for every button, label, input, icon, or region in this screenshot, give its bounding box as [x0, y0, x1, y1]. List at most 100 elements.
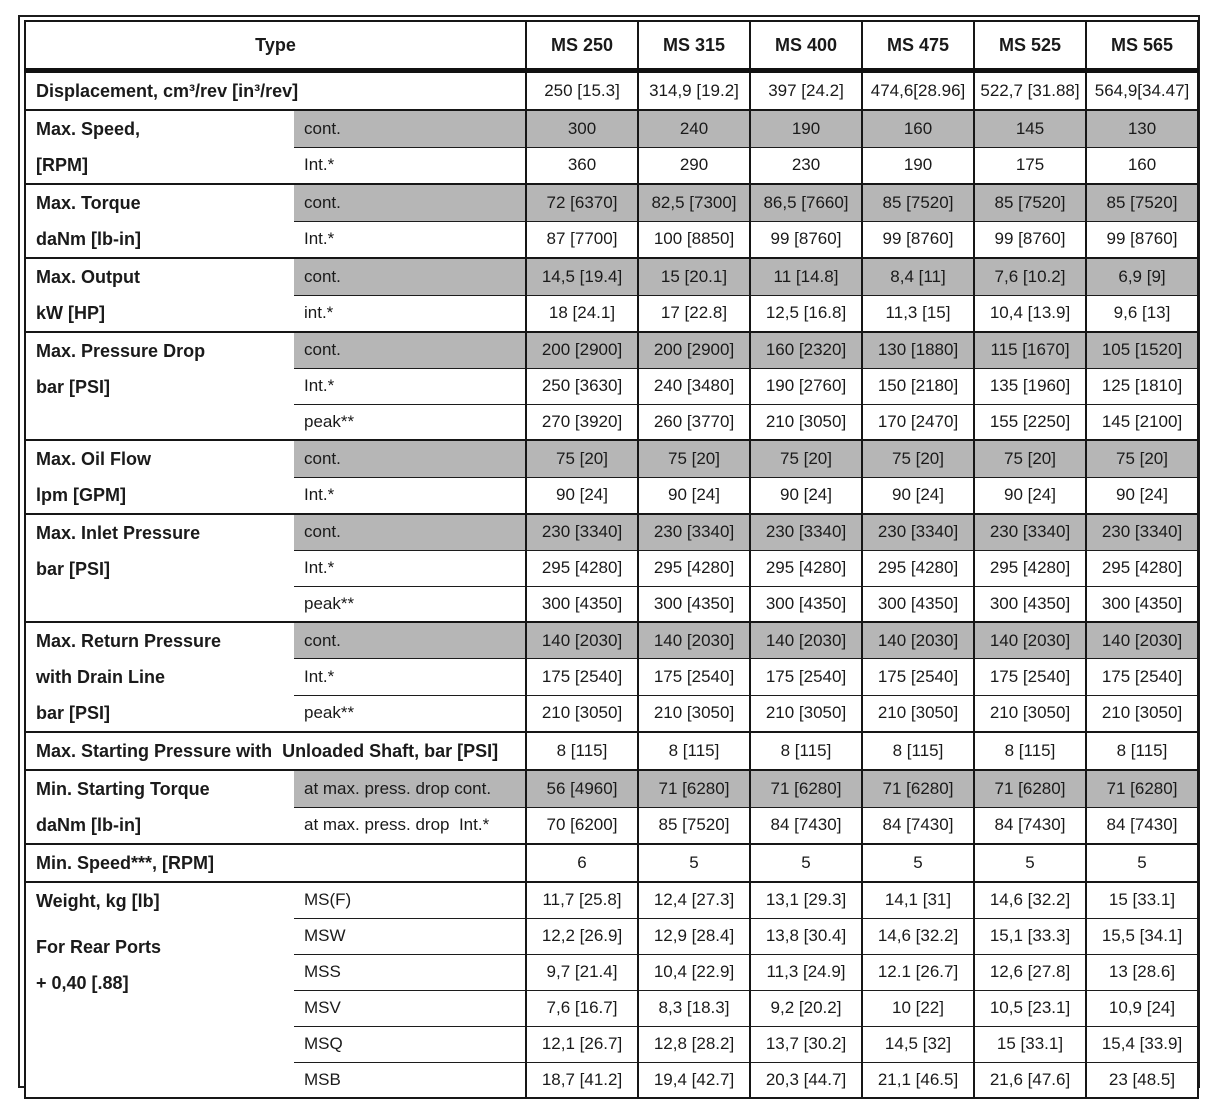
value-cell: 9,7 [21.4]	[525, 953, 638, 990]
value-cell: 11,3 [15]	[861, 294, 974, 332]
value-cell: 140 [2030]	[525, 621, 638, 659]
value-cell: 90 [24]	[1085, 476, 1198, 514]
value-cell: 7,6 [16.7]	[525, 989, 638, 1026]
row-sublabel: Int.*	[294, 658, 526, 696]
value-cell: 14,5 [32]	[861, 1025, 974, 1062]
value-cell: 75 [20]	[525, 439, 638, 477]
row-label-line: + 0,40 [.88]	[36, 973, 129, 993]
value-cell: 190	[749, 109, 862, 147]
table-row: Max. Oil Flow lpm [GPM] cont. 75 [20] 75 [20…	[25, 439, 1198, 514]
value-cell: 145	[973, 109, 1086, 147]
value-cell: 230 [3340]	[525, 513, 638, 550]
row-sublabel: cont.	[294, 439, 526, 477]
value-cell: 290	[637, 146, 750, 184]
row-label-line	[36, 919, 294, 929]
value-cell: 15,4 [33.9]	[1085, 1025, 1198, 1062]
value-cell: 240 [3480]	[637, 367, 750, 404]
row-label: Max. Speed, [RPM]	[25, 109, 294, 184]
value-cell: 8,3 [18.3]	[637, 989, 750, 1026]
value-cell: 135 [1960]	[973, 367, 1086, 404]
value-cell: 99 [8760]	[861, 220, 974, 258]
row-label: Displacement, cm³/rev [in³/rev]	[25, 69, 526, 110]
value-cell: 250 [15.3]	[525, 69, 638, 110]
value-cell: 8,4 [11]	[861, 257, 974, 295]
value-cell: 210 [3050]	[749, 403, 862, 440]
value-cell: 8 [115]	[861, 731, 974, 770]
row-sublabel: cont.	[294, 257, 526, 295]
row-label-line: Max. Starting Pressure with Unloaded Sha…	[36, 741, 499, 761]
value-cell: 71 [6280]	[973, 769, 1086, 807]
row-label: Max. Output kW [HP]	[25, 257, 294, 332]
value-cell: 300 [4350]	[1085, 585, 1198, 622]
row-label: Weight, kg [lb] For Rear Ports + 0,40 [.88…	[25, 881, 294, 1098]
value-cell: 5	[973, 843, 1086, 882]
value-cell: 84 [7430]	[861, 806, 974, 844]
value-cell: 564,9[34.47]	[1085, 69, 1198, 110]
row-sublabel: at max. press. drop Int.*	[294, 806, 526, 844]
row-sublabel: at max. press. drop cont.	[294, 769, 526, 807]
row-label-line: with Drain Line	[36, 667, 166, 687]
value-cell: 90 [24]	[637, 476, 750, 514]
value-cell: 474,6[28.96]	[861, 69, 974, 110]
value-cell: 295 [4280]	[749, 549, 862, 586]
value-cell: 72 [6370]	[525, 183, 638, 221]
row-sublabel: MSB	[294, 1061, 526, 1098]
value-cell: 90 [24]	[861, 476, 974, 514]
value-cell: 210 [3050]	[861, 694, 974, 732]
value-cell: 200 [2900]	[525, 331, 638, 368]
value-cell: 7,6 [10.2]	[973, 257, 1086, 295]
value-cell: 11 [14.8]	[749, 257, 862, 295]
value-cell: 314,9 [19.2]	[637, 69, 750, 110]
value-cell: 75 [20]	[1085, 439, 1198, 477]
table-row: Int.* 360 290 230 190 175 160	[25, 146, 1198, 184]
value-cell: 11,3 [24.9]	[749, 953, 862, 990]
value-cell: 19,4 [42.7]	[637, 1061, 750, 1098]
value-cell: 230 [3340]	[749, 513, 862, 550]
value-cell: 12,5 [16.8]	[749, 294, 862, 332]
row-label-line: kW [HP]	[36, 303, 105, 323]
row-label-line: Displacement, cm³/rev [in³/rev]	[36, 81, 299, 101]
value-cell: 12,2 [26.9]	[525, 917, 638, 954]
row-sublabel: cont.	[294, 513, 526, 550]
row-sublabel: cont.	[294, 183, 526, 221]
value-cell: 270 [3920]	[525, 403, 638, 440]
value-cell: 210 [3050]	[1085, 694, 1198, 732]
row-label-line: For Rear Ports	[36, 937, 162, 957]
value-cell: 20,3 [44.7]	[749, 1061, 862, 1098]
table-row: Max. Torque daNm [lb-in] cont. 72 [6370] 82,…	[25, 183, 1198, 258]
value-cell: 295 [4280]	[525, 549, 638, 586]
value-cell: 175 [2540]	[1085, 658, 1198, 696]
value-cell: 71 [6280]	[637, 769, 750, 807]
table-row: Int.* 87 [7700] 100 [8850] 99 [8760] 99 [876…	[25, 220, 1198, 258]
value-cell: 250 [3630]	[525, 367, 638, 404]
value-cell: 130	[1085, 109, 1198, 147]
value-cell: 21,6 [47.6]	[973, 1061, 1086, 1098]
table-row: Max. Return Pressure with Drain Line bar […	[25, 621, 1198, 732]
table-row: Max. Pressure Drop bar [PSI] cont. 200 [290…	[25, 331, 1198, 440]
table-row: Int.* 175 [2540] 175 [2540] 175 [2540] 175 […	[25, 658, 1198, 696]
value-cell: 230 [3340]	[973, 513, 1086, 550]
table-row: Displacement, cm³/rev [in³/rev] 250 [15.3…	[25, 69, 1198, 110]
value-cell: 10,5 [23.1]	[973, 989, 1086, 1026]
value-cell: 12,9 [28.4]	[637, 917, 750, 954]
value-cell: 13,8 [30.4]	[749, 917, 862, 954]
row-label-line: Max. Oil Flow	[36, 449, 152, 469]
value-cell: 522,7 [31.88]	[973, 69, 1086, 110]
value-cell: 140 [2030]	[1085, 621, 1198, 659]
row-sublabel: Int.*	[294, 476, 526, 514]
value-cell: 56 [4960]	[525, 769, 638, 807]
value-cell: 10 [22]	[861, 989, 974, 1026]
row-sublabel: Int.*	[294, 146, 526, 184]
table-row: MSW 12,2 [26.9] 12,9 [28.4] 13,8 [30.4] 14,6…	[25, 917, 1198, 954]
value-cell: 75 [20]	[973, 439, 1086, 477]
value-cell: 18 [24.1]	[525, 294, 638, 332]
row-sublabel: cont.	[294, 621, 526, 659]
table-row: Max. Speed, [RPM] cont. 300 240 190 160 145 130	[25, 109, 1198, 184]
value-cell: 295 [4280]	[637, 549, 750, 586]
value-cell: 13 [28.6]	[1085, 953, 1198, 990]
value-cell: 84 [7430]	[973, 806, 1086, 844]
value-cell: 10,4 [22.9]	[637, 953, 750, 990]
value-cell: 85 [7520]	[1085, 183, 1198, 221]
value-cell: 8 [115]	[973, 731, 1086, 770]
value-cell: 360	[525, 146, 638, 184]
